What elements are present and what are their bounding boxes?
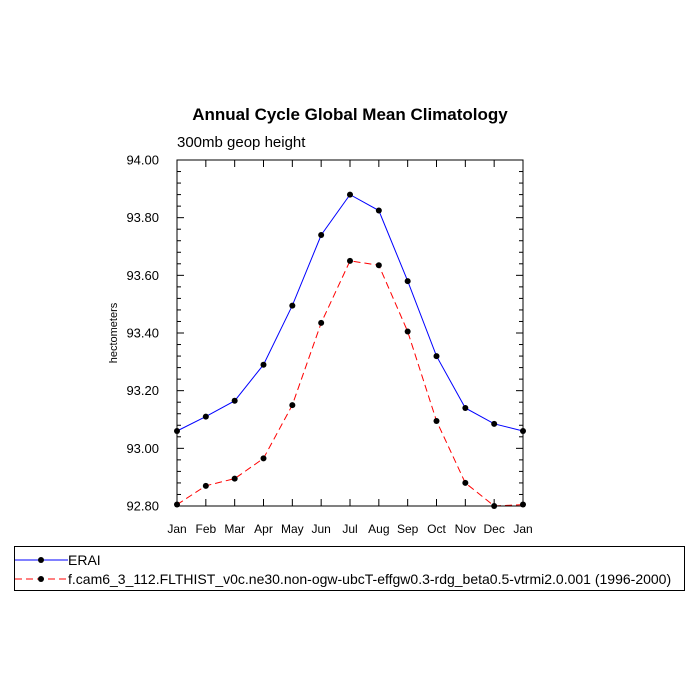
chart: Annual Cycle Global Mean Climatology 300… <box>108 105 533 536</box>
series-0-point <box>433 353 440 360</box>
y-tick-label: 92.80 <box>126 499 159 514</box>
series-1-point <box>375 262 382 269</box>
y-tick-labels: 92.80 93.00 93.20 93.40 93.60 93.80 94.00 <box>126 153 159 514</box>
x-tick-label: Jan <box>513 522 532 536</box>
series-1-point <box>231 475 238 482</box>
x-tick-label: Apr <box>254 522 273 536</box>
series-0-point <box>347 191 353 198</box>
series-0-point <box>318 231 325 238</box>
series-1-point <box>289 402 296 409</box>
series-1-point <box>347 257 353 264</box>
series-0-point <box>375 207 382 214</box>
series-0-point <box>289 302 296 309</box>
series-line-0 <box>176 193 524 432</box>
legend-label-erai: ERAI <box>68 552 101 568</box>
series-1-point <box>462 479 469 486</box>
legend-item-erai: ERAI <box>15 550 684 570</box>
x-tick-label: Jun <box>311 522 330 536</box>
series-1-point <box>404 328 411 335</box>
legend-item-cam6: f.cam6_3_112.FLTHIST_v0c.ne30.non-ogw-ub… <box>15 569 684 589</box>
series-line-1 <box>176 260 524 507</box>
x-tick-label: May <box>281 522 304 536</box>
series-0-point <box>404 278 411 285</box>
y-tick-label: 93.20 <box>126 383 159 398</box>
y-tick-label: 93.60 <box>126 268 159 283</box>
x-tick-label: Jul <box>342 522 357 536</box>
x-tick-label: Jan <box>167 522 186 536</box>
series-0-point <box>462 404 469 411</box>
x-tick-label: Mar <box>224 522 245 536</box>
y-tick-label: 94.00 <box>126 153 159 168</box>
chart-subtitle: 300mb geop height <box>177 134 306 151</box>
x-tick-label: Oct <box>427 522 446 536</box>
x-tick-label: Sep <box>397 522 419 536</box>
legend-swatch-erai <box>15 557 68 563</box>
legend-swatch-cam6 <box>15 576 68 582</box>
x-tick-label: Feb <box>195 522 216 536</box>
x-tick-label: Aug <box>368 522 389 536</box>
series-0-point <box>202 413 209 420</box>
series-1-point <box>260 455 267 462</box>
y-tick-label: 93.40 <box>126 326 159 341</box>
x-tick-label: Dec <box>483 522 504 536</box>
tick-marks <box>176 159 524 507</box>
legend: ERAI f.cam6_3_112.FLTHIST_v0c.ne30.non-o… <box>14 546 685 591</box>
y-tick-label: 93.80 <box>126 210 159 225</box>
y-axis-label: hectometers <box>108 302 120 363</box>
legend-label-cam6: f.cam6_3_112.FLTHIST_v0c.ne30.non-ogw-ub… <box>68 571 672 587</box>
chart-title: Annual Cycle Global Mean Climatology <box>192 105 508 124</box>
series-0-point <box>231 397 238 404</box>
series-1-point <box>202 482 209 489</box>
series-1-point <box>433 417 440 424</box>
x-tick-labels: Jan Feb Mar Apr May Jun Jul Aug Sep Oct Nov Dec Jan <box>167 522 532 536</box>
series-1-point <box>318 319 325 326</box>
y-tick-label: 93.00 <box>126 441 159 456</box>
plot-frame <box>176 159 524 507</box>
x-tick-label: Nov <box>455 522 476 536</box>
series-0-point <box>491 420 498 427</box>
series-0-point <box>260 361 267 368</box>
series-layer <box>174 191 526 509</box>
